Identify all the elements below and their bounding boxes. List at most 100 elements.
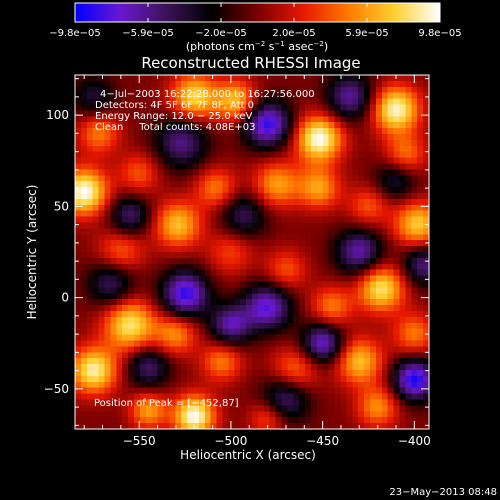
heatmap-cell bbox=[122, 276, 128, 282]
heatmap-cell bbox=[140, 388, 146, 394]
heatmap-cell bbox=[370, 217, 376, 223]
heatmap-cell bbox=[187, 264, 193, 270]
heatmap-cell bbox=[335, 346, 341, 352]
heatmap-cell bbox=[405, 164, 411, 170]
heatmap-cell bbox=[205, 199, 211, 205]
heatmap-cell bbox=[293, 122, 299, 128]
heatmap-cell bbox=[352, 323, 358, 329]
heatmap-cell bbox=[240, 382, 246, 388]
heatmap-cell bbox=[341, 164, 347, 170]
heatmap-cell bbox=[246, 311, 252, 317]
heatmap-cell bbox=[417, 187, 423, 193]
heatmap-cell bbox=[87, 423, 93, 429]
heatmap-cell bbox=[223, 382, 229, 388]
heatmap-cell bbox=[352, 158, 358, 164]
heatmap-cell bbox=[105, 335, 111, 341]
heatmap-cell bbox=[364, 199, 370, 205]
heatmap-cell bbox=[394, 352, 400, 358]
heatmap-cell bbox=[110, 205, 116, 211]
heatmap-cell bbox=[258, 240, 264, 246]
heatmap-cell bbox=[128, 270, 134, 276]
heatmap-cell bbox=[341, 211, 347, 217]
heatmap-cell bbox=[75, 146, 81, 152]
heatmap-cell bbox=[81, 311, 87, 317]
heatmap-cell bbox=[234, 193, 240, 199]
heatmap-cell bbox=[181, 134, 187, 140]
heatmap-cell bbox=[240, 423, 246, 429]
heatmap-cell bbox=[134, 346, 140, 352]
heatmap-cell bbox=[228, 341, 234, 347]
heatmap-cell bbox=[382, 376, 388, 382]
heatmap-cell bbox=[199, 352, 205, 358]
heatmap-cell bbox=[175, 169, 181, 175]
heatmap-cell bbox=[370, 423, 376, 429]
heatmap-cell bbox=[364, 376, 370, 382]
heatmap-cell bbox=[99, 223, 105, 229]
heatmap-cell bbox=[305, 152, 311, 158]
heatmap-cell bbox=[370, 152, 376, 158]
heatmap-cell bbox=[411, 217, 417, 223]
heatmap-cell bbox=[411, 364, 417, 370]
heatmap-cell bbox=[87, 317, 93, 323]
heatmap-cell bbox=[234, 187, 240, 193]
heatmap-cell bbox=[423, 122, 429, 128]
heatmap-cell bbox=[394, 81, 400, 87]
heatmap-cell bbox=[293, 411, 299, 417]
heatmap-cell bbox=[175, 158, 181, 164]
heatmap-cell bbox=[423, 205, 429, 211]
heatmap-cell bbox=[99, 217, 105, 223]
heatmap-cell bbox=[240, 158, 246, 164]
heatmap-cell bbox=[405, 423, 411, 429]
heatmap-cell bbox=[305, 376, 311, 382]
heatmap-cell bbox=[175, 323, 181, 329]
heatmap-cell bbox=[122, 417, 128, 423]
heatmap-cell bbox=[376, 423, 382, 429]
heatmap-cell bbox=[134, 264, 140, 270]
heatmap-cell bbox=[411, 187, 417, 193]
heatmap-cell bbox=[122, 246, 128, 252]
heatmap-cell bbox=[134, 158, 140, 164]
heatmap-cell bbox=[270, 169, 276, 175]
heatmap-cell bbox=[128, 75, 134, 81]
heatmap-cell bbox=[270, 317, 276, 323]
heatmap-cell bbox=[346, 158, 352, 164]
heatmap-cell bbox=[211, 287, 217, 293]
heatmap-cell bbox=[164, 252, 170, 258]
heatmap-cell bbox=[299, 346, 305, 352]
heatmap-cell bbox=[193, 158, 199, 164]
heatmap-cell bbox=[181, 299, 187, 305]
heatmap-cell bbox=[140, 329, 146, 335]
heatmap-cell bbox=[181, 376, 187, 382]
heatmap-cell bbox=[93, 87, 99, 93]
heatmap-cell bbox=[252, 311, 258, 317]
heatmap-cell bbox=[234, 134, 240, 140]
heatmap-cell bbox=[382, 405, 388, 411]
heatmap-cell bbox=[323, 81, 329, 87]
heatmap-cell bbox=[87, 234, 93, 240]
heatmap-cell bbox=[105, 169, 111, 175]
heatmap-cell bbox=[211, 311, 217, 317]
heatmap-cell bbox=[169, 181, 175, 187]
heatmap-cell bbox=[158, 376, 164, 382]
heatmap-cell bbox=[405, 411, 411, 417]
heatmap-cell bbox=[211, 258, 217, 264]
heatmap-cell bbox=[276, 323, 282, 329]
heatmap-cell bbox=[394, 246, 400, 252]
heatmap-cell bbox=[305, 358, 311, 364]
heatmap-cell bbox=[252, 358, 258, 364]
heatmap-cell bbox=[187, 411, 193, 417]
heatmap-cell bbox=[152, 217, 158, 223]
heatmap-cell bbox=[234, 364, 240, 370]
heatmap-cell bbox=[146, 388, 152, 394]
heatmap-cell bbox=[252, 134, 258, 140]
heatmap-cell bbox=[388, 199, 394, 205]
heatmap-cell bbox=[323, 394, 329, 400]
heatmap-cell bbox=[93, 293, 99, 299]
heatmap-cell bbox=[164, 423, 170, 429]
heatmap-cell bbox=[240, 211, 246, 217]
heatmap-cell bbox=[341, 128, 347, 134]
heatmap-cell bbox=[376, 158, 382, 164]
heatmap-cell bbox=[99, 352, 105, 358]
heatmap-cell bbox=[205, 169, 211, 175]
heatmap-cell bbox=[258, 358, 264, 364]
